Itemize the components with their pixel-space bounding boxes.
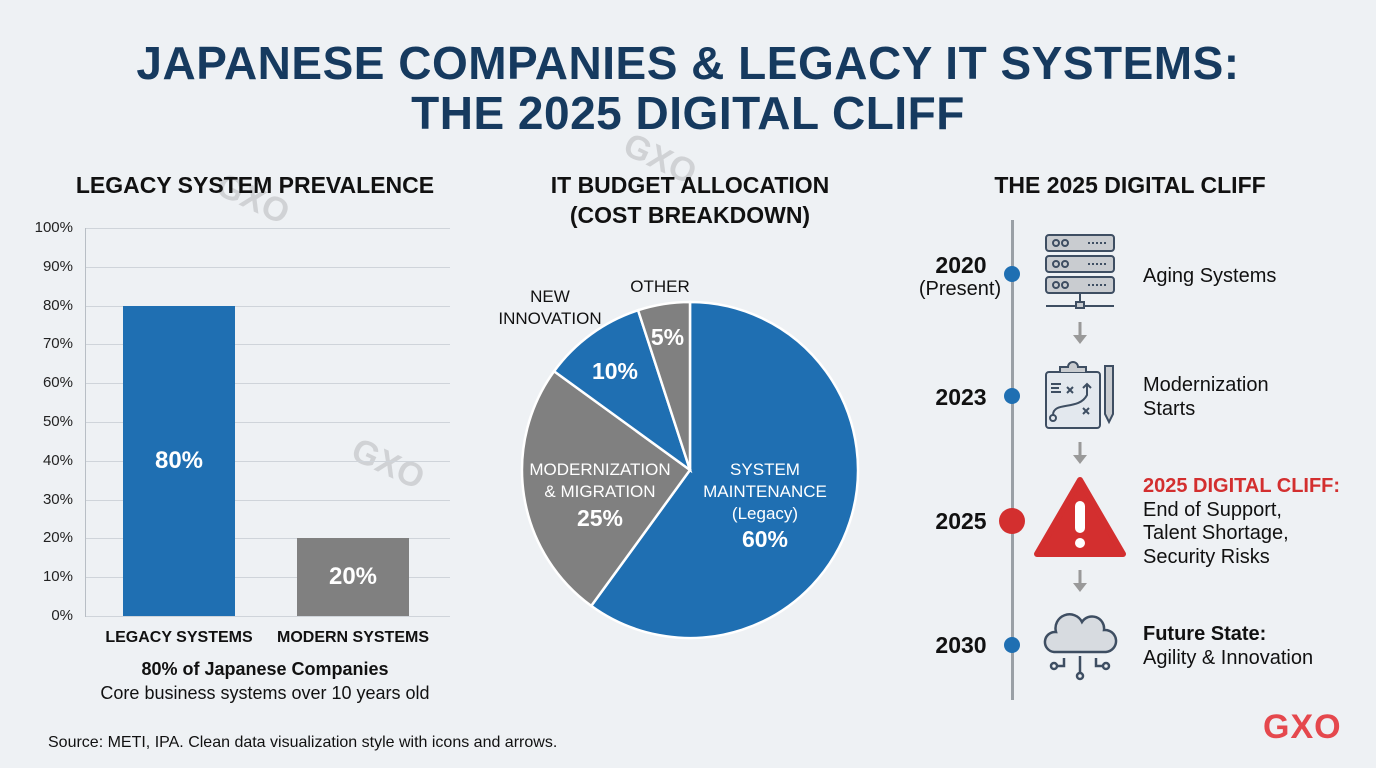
timeline-heading: Future State: — [1143, 623, 1267, 645]
slice-label: INNOVATION — [498, 309, 602, 328]
warning-triangle-icon — [1034, 477, 1126, 557]
timeline-dot-alert — [999, 508, 1025, 534]
y-tick-label: 40% — [42, 451, 73, 469]
timeline-dot — [1004, 637, 1020, 653]
bar — [297, 538, 409, 616]
y-tick-label: 10% — [42, 568, 73, 586]
y-tick-label: 90% — [42, 257, 73, 275]
timeline-text: Talent Shortage, — [1143, 522, 1289, 544]
timeline-alert-heading: 2025 DIGITAL CLIFF: — [1143, 475, 1341, 497]
timeline-year: 2025 — [935, 508, 987, 534]
pie-slice — [552, 308, 693, 474]
arrow-down-icon — [1073, 570, 1087, 592]
gridline — [85, 460, 450, 462]
bar-value-label: 80% — [154, 446, 204, 474]
timeline-year: 2023 — [935, 384, 987, 410]
y-tick-label: 20% — [42, 529, 73, 547]
clipboard-plan-icon — [1045, 361, 1114, 429]
main-title-line2: THE 2025 DIGITAL CLIFF — [411, 87, 965, 139]
gridline — [85, 228, 450, 229]
slice-label: & MIGRATION — [544, 482, 656, 501]
gridline — [85, 538, 450, 540]
slice-label: NEW — [530, 287, 570, 306]
bar-category-label: MODERN SYSTEMS — [276, 629, 429, 646]
gridline — [85, 577, 450, 579]
y-axis — [85, 228, 86, 617]
gridline — [85, 383, 450, 385]
source-note: Source: METI, IPA. Clean data visualizat… — [48, 734, 558, 751]
timeline-title: THE 2025 DIGITAL CLIFF — [994, 172, 1266, 198]
bar-value-label: 20% — [328, 563, 378, 591]
timeline-text: End of Support, — [1143, 499, 1282, 521]
pie-label-other: OTHER — [630, 277, 690, 296]
timeline-year: 2020 — [935, 252, 987, 278]
arrow-down-icon — [1073, 322, 1087, 344]
y-tick-label: 80% — [42, 296, 73, 314]
y-tick-label: 50% — [42, 413, 73, 430]
timeline-dot — [1004, 266, 1020, 282]
gridline — [85, 344, 450, 346]
gridline — [85, 422, 450, 423]
main-title-line1: JAPANESE COMPANIES & LEGACY IT SYSTEMS: — [136, 37, 1240, 89]
arrow-down-icon — [1073, 442, 1087, 464]
bar-caption: Core business systems over 10 years old — [100, 683, 430, 703]
timeline-line — [1011, 220, 1014, 700]
timeline-year: 2030 — [935, 632, 987, 658]
timeline-text: Modernization — [1143, 374, 1269, 396]
bar-category-label: LEGACY SYSTEMS — [105, 629, 253, 646]
pie-title-line1: IT BUDGET ALLOCATION — [550, 172, 830, 198]
timeline-text: Security Risks — [1143, 546, 1270, 568]
bar-chart-title: LEGACY SYSTEM PREVALENCE — [75, 172, 435, 198]
gridline — [85, 499, 450, 501]
bar-caption-bold: 80% of Japanese Companies — [141, 659, 389, 679]
gxo-logo: GXO — [1263, 708, 1342, 746]
y-tick-label: 70% — [42, 335, 73, 353]
timeline-text: Starts — [1143, 398, 1196, 420]
pie-slice — [636, 300, 692, 471]
slice-value: 25% — [576, 505, 624, 531]
gridline — [85, 266, 450, 268]
slice-value: 60% — [741, 526, 789, 552]
slice-label: MAINTENANCE — [703, 482, 827, 501]
slice-value: 5% — [650, 324, 685, 350]
pie-label-maintenance: SYSTEM MAINTENANCE (Legacy) 60% — [690, 459, 840, 552]
server-rack-icon — [1045, 234, 1115, 309]
timeline-dot — [1004, 388, 1020, 404]
gridline — [85, 305, 450, 307]
bar — [123, 305, 235, 616]
pie-label-innovation: NEW INNOVATION — [490, 286, 610, 330]
y-tick-label: 0% — [51, 607, 73, 624]
slice-label: SYSTEM — [730, 460, 800, 479]
slice-label: MODERNIZATION — [529, 460, 671, 479]
pie-label-modernization: MODERNIZATION & MIGRATION 25% — [520, 459, 680, 531]
slice-label: (Legacy) — [731, 504, 799, 523]
slice-value: 10% — [591, 358, 639, 384]
timeline-text: Agility & Innovation — [1143, 647, 1314, 669]
y-tick-label: 60% — [42, 374, 73, 392]
timeline-year-sub: (Present) — [918, 278, 1002, 300]
cloud-network-icon — [1043, 613, 1118, 681]
y-tick-label: 30% — [42, 490, 73, 508]
pie-title-line2: (COST BREAKDOWN) — [569, 202, 811, 228]
y-tick-label: 100% — [34, 219, 73, 236]
timeline-text: Aging Systems — [1143, 265, 1277, 287]
pie-slice — [589, 300, 860, 640]
gridline — [85, 616, 450, 617]
pie-slice — [520, 369, 692, 608]
